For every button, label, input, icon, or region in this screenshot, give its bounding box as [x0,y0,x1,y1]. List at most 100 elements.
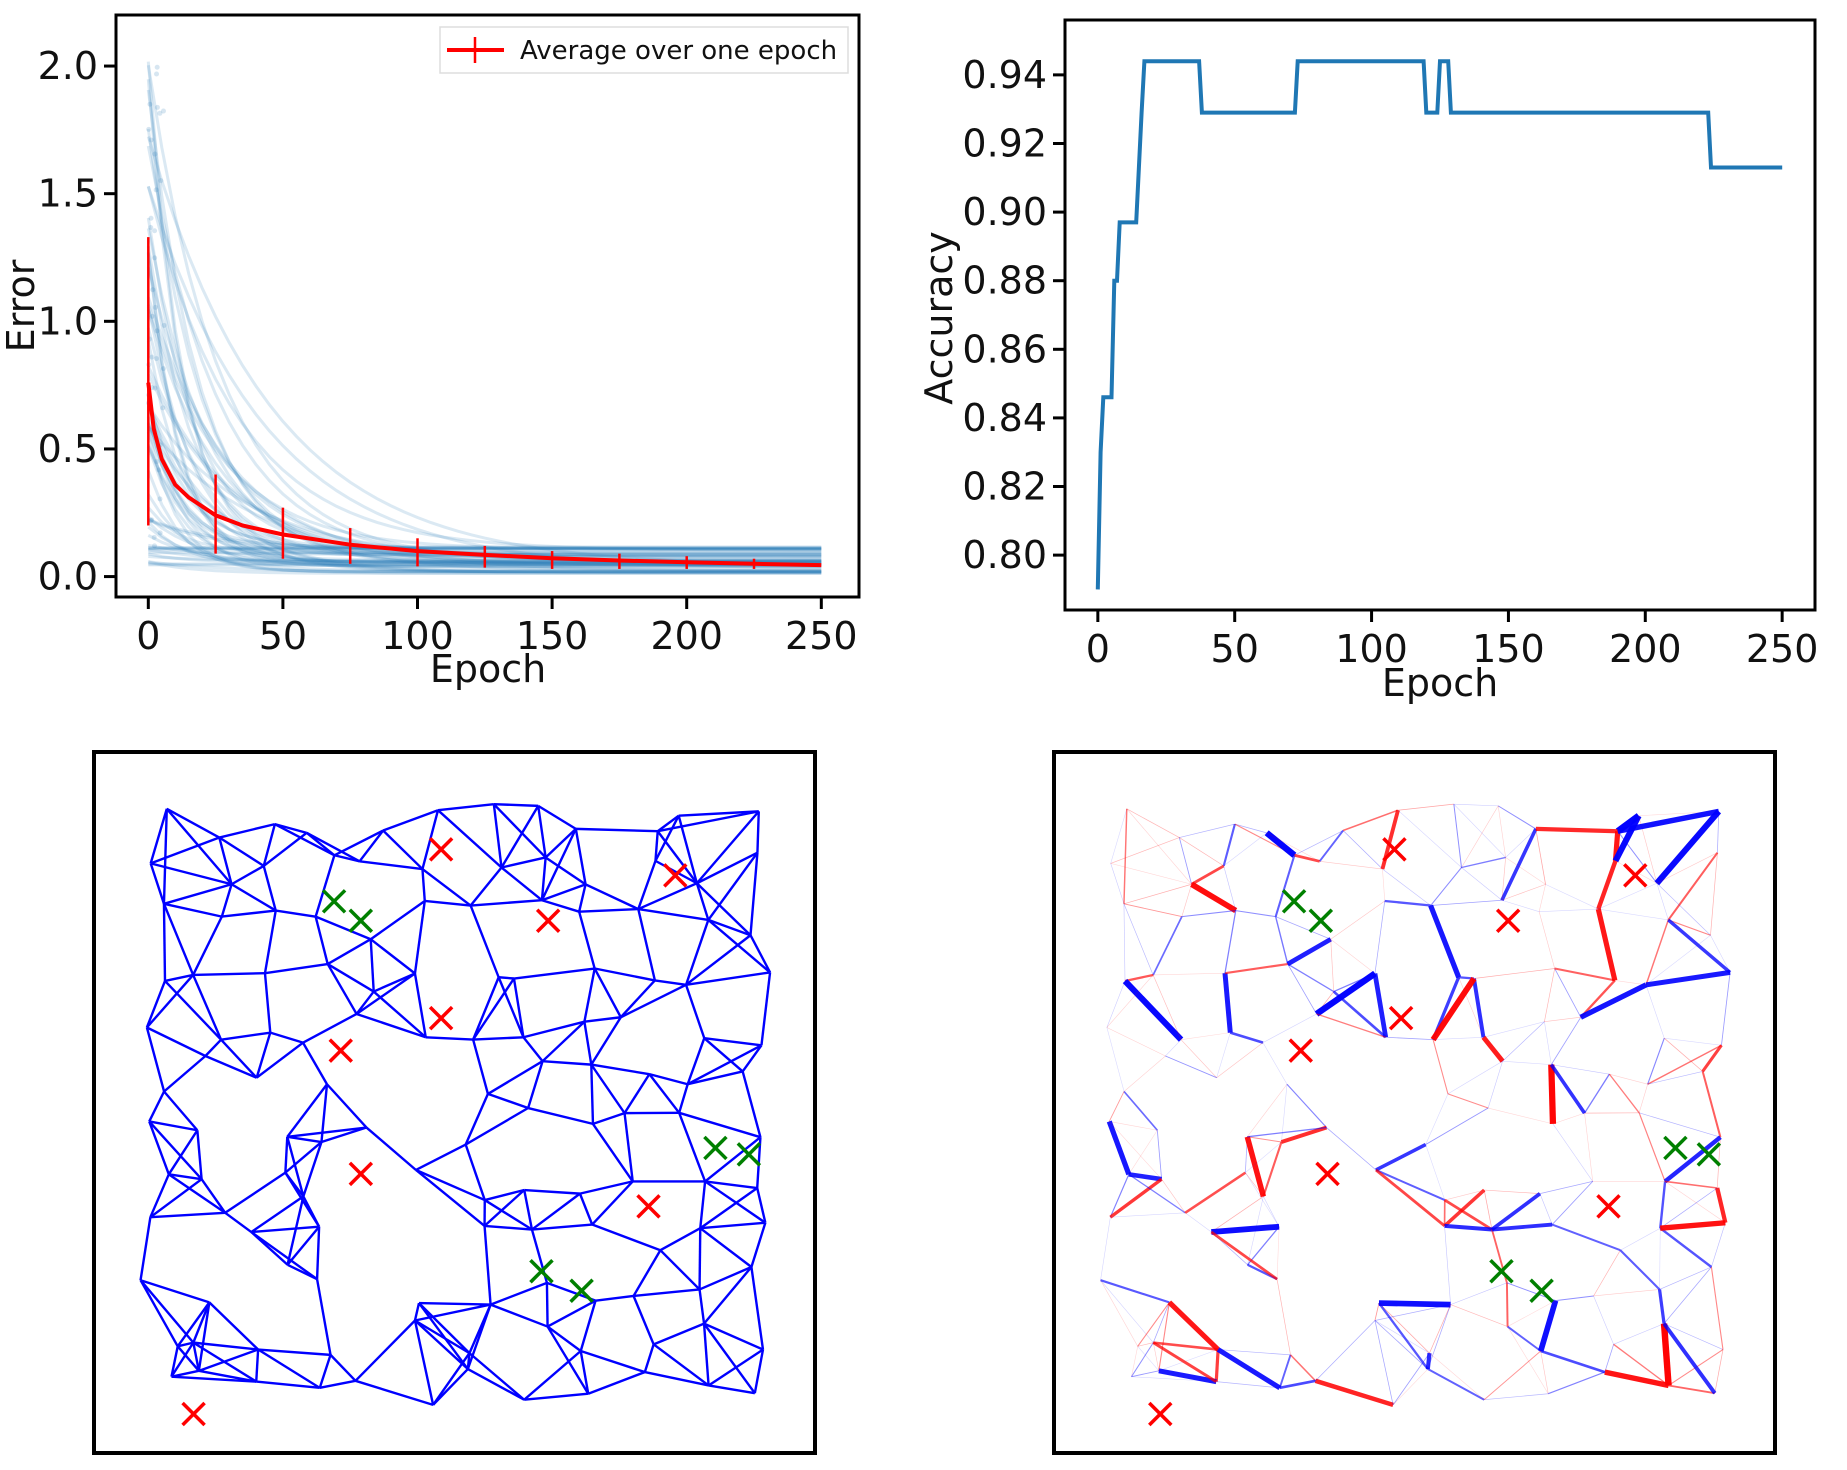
graph-edge [1342,830,1383,870]
graph-edge [193,1341,259,1351]
graph-edge [579,1300,597,1352]
marker-stroke [1288,1038,1314,1063]
graph-edge [1429,1352,1485,1400]
graph-edge [437,809,503,869]
green-x-marker [1663,1135,1688,1161]
graph-edge [1461,867,1503,901]
graph-edge [1701,1071,1722,1138]
graph-edge [1659,1181,1667,1229]
graph-edge [1224,962,1288,975]
graph-edge [145,980,167,1028]
graph-edge [301,1042,329,1085]
graph-edge [1664,1037,1703,1072]
graph-edge [1315,1320,1376,1382]
network-graph-weighted [1052,750,1777,1455]
graph-edge [263,910,277,974]
graph-edge [208,1301,259,1351]
graph-edge [583,1021,593,1065]
graph-edge [1654,809,1722,886]
graph-edge [1392,1352,1430,1406]
graph-edge [1128,1173,1186,1214]
graph-edge [1330,900,1385,940]
sample-error-point [158,178,164,184]
graph-edge [1710,852,1718,936]
graph-edge [1443,1188,1486,1228]
graph-edge [1161,1178,1186,1213]
graph-edge [149,808,168,864]
red-x-marker [1288,1038,1314,1063]
graph-edge [1247,1196,1264,1265]
graph-edge [542,1059,592,1066]
graph-edge [306,831,361,863]
graph-edge [1181,884,1192,917]
graph-edge [513,967,595,980]
red-x-marker [1495,908,1521,934]
graph-edge [1274,916,1289,965]
graph-edge [1656,883,1711,936]
graph-edge [1275,916,1331,940]
graph-edge [1109,1177,1163,1219]
graph-edge [425,1036,474,1041]
graph-edge [465,1106,529,1146]
graph-edge [365,1126,417,1171]
sample-error-point [153,356,159,362]
graph-edge [522,1036,544,1062]
graph-edge [1122,978,1184,1042]
graph-edge [1287,963,1317,1015]
graph-edge [1717,811,1720,853]
graph-edge [1664,1037,1722,1046]
graph-edge [500,805,540,869]
graph-edge [593,967,622,1018]
graph-edge [540,828,577,901]
graph-edge [1538,884,1546,912]
graph-edge [1505,828,1537,858]
graph-edge [1378,1302,1430,1354]
green-x-marker [1281,889,1307,914]
graph-edge [220,1031,271,1041]
graph-edge [492,804,503,868]
sample-error-point [152,304,158,310]
graph-edge [547,1299,597,1328]
graph-edge [1450,1304,1508,1327]
graph-edge [1487,1061,1503,1109]
graph-edge [684,919,710,986]
graph-edge [644,1370,709,1387]
graph-edge [657,814,680,833]
graph-edge [192,1341,257,1383]
marker-stroke [321,889,347,914]
graph-edge [1314,1378,1394,1408]
green-x-marker [1489,1259,1514,1284]
graph-edge [699,1265,752,1291]
error-plot-frame [114,13,861,599]
graph-edge [318,1354,332,1389]
graph-edge [264,962,328,975]
graph-edge [484,1188,525,1202]
graph-edge [685,971,771,987]
graph-edge [140,1279,210,1304]
graph-edge [698,1228,702,1290]
graph-edge [537,805,547,858]
graph-edge [1158,1302,1170,1371]
graph-edge [1638,1112,1666,1182]
graph-edge [592,1111,625,1126]
graph-edge [657,810,759,833]
red-x-marker [535,908,561,934]
sample-error-point [153,187,159,193]
graph-edge [1425,1093,1449,1145]
graph-edge [1110,808,1128,864]
graph-edge [472,976,500,1041]
graph-edge [1539,1181,1593,1194]
graph-edge [699,1187,758,1230]
graph-edge [1179,823,1235,838]
graph-edge [1179,837,1224,867]
y-tick-label: 1.5 [38,172,98,216]
graph-edge [1539,908,1599,912]
graph-edge [1223,865,1237,911]
graph-edge [594,967,656,982]
graph-edge [1137,1302,1170,1347]
graph-edge [1294,830,1344,856]
graph-edge [654,815,680,862]
sample-error-point [149,517,155,523]
graph-edge [708,1384,756,1395]
graph-edge [1484,1393,1549,1401]
